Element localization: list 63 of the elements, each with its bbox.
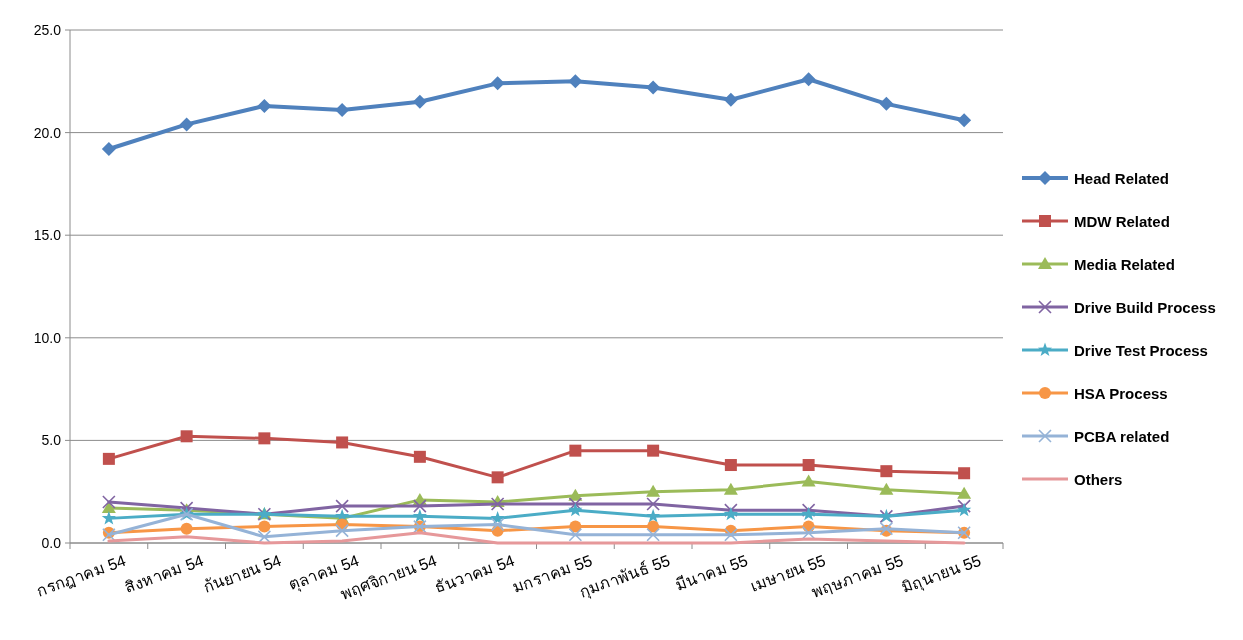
point (646, 528, 660, 542)
legend-label: Head Related (1074, 170, 1170, 187)
point (646, 497, 660, 511)
point (180, 430, 193, 443)
point (258, 432, 271, 445)
point (646, 484, 661, 497)
point (646, 80, 661, 95)
legend-label: Drive Build Process (1074, 299, 1216, 316)
point (335, 103, 350, 118)
point (802, 526, 816, 540)
legend-label: Drive Test Process (1074, 342, 1208, 359)
point (645, 508, 661, 523)
point (957, 113, 972, 128)
y-tick-label: 5.0 (41, 432, 62, 449)
y-tick-label: 25.0 (33, 22, 62, 38)
legend-label: HSA Process (1074, 385, 1168, 402)
point (802, 459, 815, 472)
point (569, 444, 582, 457)
point (101, 510, 117, 525)
point (879, 96, 894, 111)
y-tick-label: 15.0 (33, 227, 62, 244)
point (568, 502, 583, 517)
x-tick-label: มีนาคม 55 (673, 551, 750, 594)
point (723, 482, 738, 495)
point (569, 520, 582, 533)
point (647, 444, 660, 457)
legend-label: PCBA related (1074, 428, 1170, 445)
legend-label: Media Related (1074, 256, 1175, 273)
point (724, 459, 737, 472)
legend-label: MDW Related (1074, 213, 1170, 230)
point (801, 506, 816, 521)
point (801, 72, 816, 87)
point (101, 142, 116, 157)
point (102, 495, 116, 509)
point (412, 508, 428, 523)
point (102, 452, 115, 465)
point (180, 522, 193, 535)
point (958, 467, 971, 480)
point (490, 76, 505, 91)
point (413, 450, 426, 463)
point (101, 501, 116, 514)
point (491, 471, 504, 484)
point (336, 436, 349, 449)
point (801, 474, 816, 487)
point (491, 517, 505, 532)
point (880, 465, 893, 478)
point (257, 98, 272, 113)
point (179, 117, 194, 132)
point (723, 92, 738, 107)
point (956, 502, 972, 517)
point (258, 520, 271, 533)
y-tick-label: 20.0 (33, 124, 62, 141)
y-tick-label: 0.0 (41, 535, 62, 551)
point (724, 528, 738, 542)
point (723, 506, 739, 521)
legend-label: Others (1074, 471, 1123, 488)
y-tick-label: 10.0 (33, 329, 62, 346)
point (335, 499, 349, 513)
point (957, 486, 972, 499)
point (412, 94, 427, 109)
point (568, 74, 583, 89)
point (879, 482, 894, 495)
point (413, 499, 427, 513)
